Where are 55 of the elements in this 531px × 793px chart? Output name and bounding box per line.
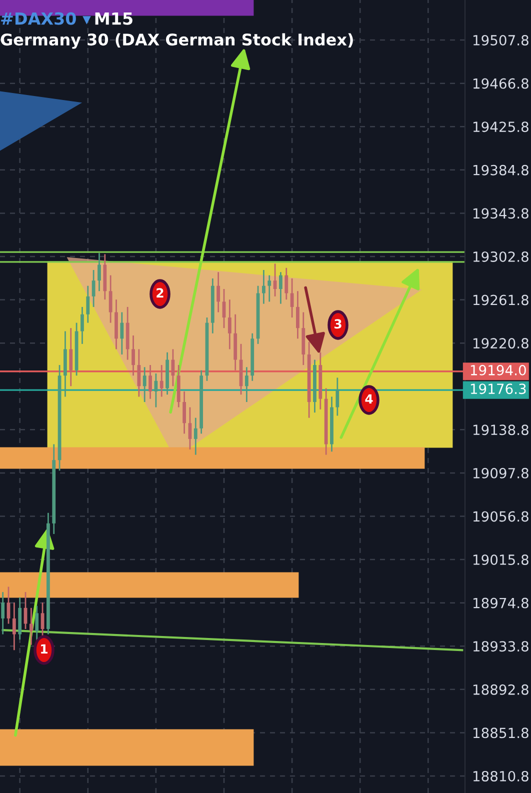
y-tick-label: 18810.8 bbox=[473, 770, 528, 782]
candlestick bbox=[92, 269, 96, 308]
candlestick bbox=[29, 607, 33, 646]
candlestick bbox=[69, 327, 73, 387]
candlestick bbox=[1, 591, 5, 635]
candlestick bbox=[296, 290, 300, 340]
candlestick bbox=[120, 312, 124, 356]
candlestick bbox=[194, 417, 198, 456]
y-tick-label: 18974.8 bbox=[473, 598, 528, 608]
y-tick-label: 19056.8 bbox=[473, 511, 528, 522]
annotation: 3 bbox=[334, 319, 342, 329]
y-tick-label: 18851.8 bbox=[473, 728, 528, 738]
y-tick-label: 19261.8 bbox=[473, 294, 528, 306]
y-tick-label: 19466.8 bbox=[473, 78, 528, 89]
candlestick bbox=[262, 269, 266, 304]
candlestick bbox=[80, 306, 84, 345]
annotation: 2 bbox=[156, 288, 164, 298]
y-tick-label: 18892.8 bbox=[473, 684, 528, 695]
candlestick bbox=[228, 298, 232, 350]
y-tick-label: 19384.8 bbox=[473, 164, 528, 176]
text: Germany 30 (DAX German Stock Index) bbox=[0, 33, 353, 49]
ref-line-label: 19176.3 bbox=[470, 384, 526, 394]
candlestick bbox=[290, 278, 294, 318]
y-tick-label: 19343.8 bbox=[473, 208, 528, 219]
annotation: M15 bbox=[95, 12, 132, 25]
candlestick bbox=[132, 334, 135, 376]
y-tick-label: 19425.8 bbox=[473, 122, 528, 132]
candlestick bbox=[35, 605, 39, 642]
candlestick bbox=[182, 390, 186, 434]
y-tick-label: 19138.8 bbox=[473, 424, 528, 436]
y-tick-label: 19302.8 bbox=[473, 251, 528, 262]
candlestick bbox=[86, 285, 90, 324]
candlestick bbox=[154, 372, 158, 408]
candlestick bbox=[142, 366, 146, 403]
annotation: 1 bbox=[41, 644, 48, 654]
y-tick-label: 18933.8 bbox=[473, 641, 528, 652]
candlestick bbox=[284, 267, 288, 300]
candlestick bbox=[244, 366, 248, 403]
text: #DAX30 ▾ bbox=[1, 12, 91, 25]
y-tick-label: 19220.8 bbox=[473, 338, 528, 349]
y-tick-label: 19097.8 bbox=[473, 468, 528, 478]
candlestick bbox=[12, 602, 16, 651]
ref-line-label: 19194.0 bbox=[470, 364, 526, 376]
y-tick-label: 19507.8 bbox=[473, 34, 528, 46]
candlestick bbox=[160, 364, 164, 398]
y-tick-label: 19015.8 bbox=[473, 554, 528, 566]
candlestick bbox=[148, 364, 152, 400]
candlestick bbox=[216, 271, 220, 313]
candlestick bbox=[137, 348, 141, 398]
candlestick bbox=[108, 274, 112, 324]
candlestick bbox=[268, 274, 272, 302]
annotation: 4 bbox=[365, 394, 373, 404]
candlestick bbox=[336, 377, 340, 416]
candlestick bbox=[279, 271, 282, 304]
candlestick bbox=[98, 252, 101, 292]
